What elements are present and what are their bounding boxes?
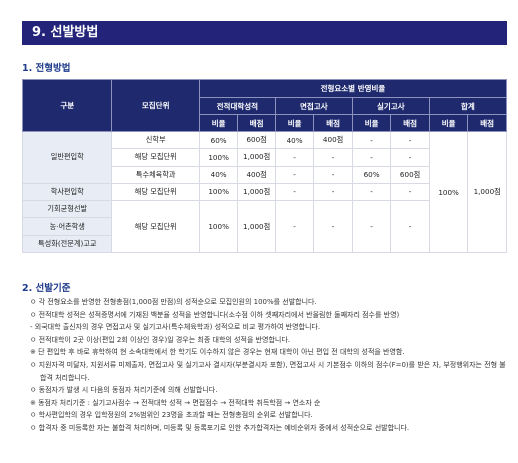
cell: 40% bbox=[274, 130, 315, 150]
header-sub: 비율 bbox=[351, 114, 392, 132]
cell: - bbox=[351, 200, 392, 253]
header-group: 합계 bbox=[428, 97, 508, 115]
header-group: 실기고사 bbox=[351, 97, 430, 115]
cell: - bbox=[390, 182, 430, 202]
criteria-list: ㅇ 각 전형요소를 반영한 전형총점(1,000점 만점)의 성적순으로 모집인… bbox=[30, 296, 510, 435]
cell: - bbox=[274, 200, 315, 253]
cell-unit: 해당 모집단위 bbox=[111, 182, 200, 202]
header-sub: 비율 bbox=[274, 114, 315, 132]
header-sub: 배점 bbox=[390, 114, 430, 132]
row-label-special: 농·어촌학생 bbox=[21, 217, 113, 236]
header-sub: 비율 bbox=[428, 114, 469, 132]
cell: 1,000점 bbox=[237, 182, 276, 202]
cell-total-ratio: 100% bbox=[428, 131, 469, 253]
header-gubun: 구분 bbox=[21, 79, 113, 132]
table-row: 학사편입학 해당 모집단위 100% 1,000점 - - - - bbox=[21, 182, 507, 202]
cell: - bbox=[351, 148, 392, 167]
list-item: ㅇ 동점자가 발생 시 다음의 동점자 처리기준에 의해 선발합니다. bbox=[30, 386, 218, 395]
cell: - bbox=[274, 182, 315, 202]
cell: 60% bbox=[198, 130, 239, 150]
cell: - bbox=[313, 148, 353, 167]
cell: - bbox=[390, 130, 430, 150]
header-ratio: 전형요소별 반영비율 bbox=[198, 79, 508, 98]
list-item: ㅇ 전적대학 성적은 성적증명서에 기재된 백분율 성적을 반영합니다(소수점 … bbox=[30, 310, 400, 319]
header-sub: 배점 bbox=[237, 114, 276, 132]
list-item: ※ 동점자 처리기준 : 실기고사점수 → 전적대학 성적 → 면접점수 → 전… bbox=[30, 398, 321, 407]
row-label-special: 특성화(전문계)고교 bbox=[21, 234, 113, 254]
table-row: 해당 모집단위 100% 1,000점 - - - - bbox=[23, 148, 507, 167]
list-item: - 외국대학 출신자의 경우 면접고사 및 실기고사(특수체육학과) 성적으로 … bbox=[30, 323, 321, 332]
table-row: 일반편입학 신학부 60% 600점 40% 400점 - - 100% 1,0… bbox=[21, 130, 507, 253]
cell: 400점 bbox=[313, 130, 353, 150]
cell: 1,000점 bbox=[237, 200, 276, 253]
cell: - bbox=[313, 182, 353, 202]
cell: - bbox=[351, 130, 392, 150]
header-group: 전적대학성적 bbox=[198, 97, 276, 115]
cell-total-score: 1,000점 bbox=[467, 131, 507, 253]
cell-unit: 해당 모집단위 bbox=[111, 200, 200, 253]
table-row: 기회균형선발 해당 모집단위 100% 1,000점 - - - - bbox=[21, 200, 507, 253]
cell: 60% bbox=[351, 165, 392, 184]
cell: 600점 bbox=[237, 130, 276, 150]
selection-method-table: 구분 모집단위 전형요소별 반영비율 전적대학성적 면접고사 실기고사 합계 비… bbox=[21, 79, 508, 254]
cell: - bbox=[274, 148, 315, 167]
list-item: ※ 단 편입학 후 바로 휴학하여 현 소속대학에서 한 학기도 이수하지 않은… bbox=[30, 348, 405, 357]
header-group: 면접고사 bbox=[274, 97, 353, 115]
row-label-general: 일반편입학 bbox=[21, 131, 113, 184]
cell: 100% bbox=[198, 148, 239, 167]
cell: 600점 bbox=[390, 165, 430, 184]
cell-unit: 특수체육학과 bbox=[111, 165, 200, 184]
cell-unit: 해당 모집단위 bbox=[111, 148, 200, 167]
list-item: ㅇ 학사편입학의 경우 입학정원의 2%범위인 23명을 초과할 때는 전형총점… bbox=[30, 411, 313, 420]
cell: - bbox=[313, 200, 353, 253]
header-unit: 모집단위 bbox=[111, 79, 200, 132]
section-title-banner: 9. 선발방법 bbox=[22, 21, 507, 45]
header-sub: 비율 bbox=[198, 114, 239, 132]
cell-unit: 신학부 bbox=[111, 130, 200, 150]
row-label-special: 기회균형선발 bbox=[21, 200, 113, 219]
list-item: ㅇ 전적대학이 2곳 이상(편입 2회 이상인 경우)일 경우는 최종 대학의 … bbox=[30, 335, 291, 344]
cell: 40% bbox=[198, 165, 239, 184]
list-item: ㅇ 각 전형요소를 반영한 전형총점(1,000점 만점)의 성적순으로 모집인… bbox=[30, 298, 317, 306]
subsection-heading-criteria: 2. 선발기준 bbox=[22, 283, 71, 294]
list-item: ㅇ 합격자 중 미등록한 자는 불합격 처리하며, 미등록 및 등록포기로 인한… bbox=[30, 423, 410, 432]
header-sub: 배점 bbox=[467, 114, 507, 132]
cell: 400점 bbox=[237, 165, 276, 184]
list-item: ㅇ 지원자격 미달자, 지원서류 미제출자, 면접고사 및 실기고사 결시자(부… bbox=[30, 360, 506, 382]
cell: - bbox=[390, 148, 430, 167]
cell: - bbox=[351, 182, 392, 202]
cell: 100% bbox=[198, 182, 239, 202]
table-row: 특성화(전문계)고교 bbox=[21, 234, 507, 254]
cell: 100% bbox=[198, 200, 239, 253]
cell: - bbox=[274, 165, 315, 184]
header-sub: 배점 bbox=[313, 114, 353, 132]
row-label-transfer: 학사편입학 bbox=[21, 182, 113, 202]
cell: 1,000점 bbox=[237, 148, 276, 167]
cell: - bbox=[313, 165, 353, 184]
cell: - bbox=[390, 200, 430, 253]
subsection-heading-method: 1. 전형방법 bbox=[22, 63, 71, 74]
